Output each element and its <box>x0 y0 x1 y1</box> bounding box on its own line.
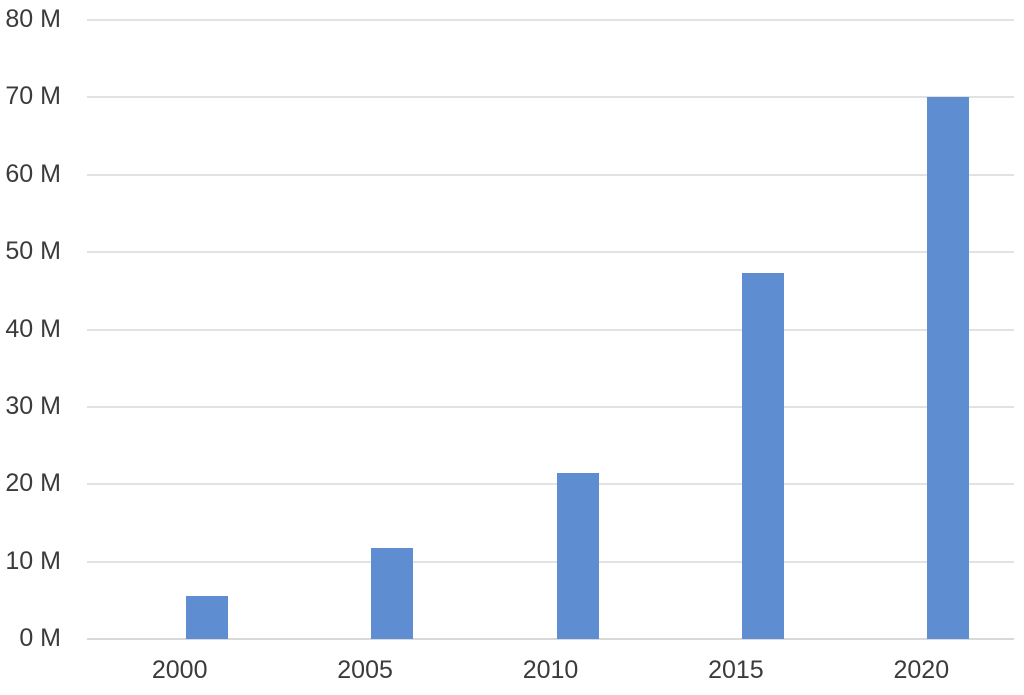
y-tick-label: 10 M <box>5 546 61 575</box>
x-tick-label: 2020 <box>893 656 950 684</box>
x-axis-baseline <box>87 638 1014 640</box>
y-tick-label: 20 M <box>5 469 61 498</box>
y-tick-label: 40 M <box>5 314 61 343</box>
gridline <box>87 483 1014 486</box>
y-tick-label: 50 M <box>5 237 61 266</box>
y-tick-label: 30 M <box>5 391 61 420</box>
bar-2020 <box>927 97 970 639</box>
y-tick-label: 80 M <box>5 5 61 33</box>
y-tick-label: 60 M <box>5 159 61 188</box>
y-tick-label: 0 M <box>19 624 61 652</box>
gridline <box>87 560 1014 563</box>
gridline <box>87 328 1014 331</box>
gridline <box>87 173 1014 176</box>
bar-2015 <box>741 273 784 639</box>
y-tick-label: 70 M <box>5 82 61 111</box>
x-tick-label: 2010 <box>522 656 579 684</box>
gridline <box>87 405 1014 408</box>
bar-2000 <box>185 596 228 639</box>
gridline <box>87 19 1014 21</box>
x-tick-label: 2015 <box>708 656 764 684</box>
bar-2005 <box>371 548 414 639</box>
gridline <box>87 96 1014 99</box>
gridline <box>87 251 1014 254</box>
x-tick-label: 2000 <box>151 656 208 684</box>
x-tick-label: 2005 <box>337 656 393 684</box>
bar-2010 <box>556 472 599 639</box>
